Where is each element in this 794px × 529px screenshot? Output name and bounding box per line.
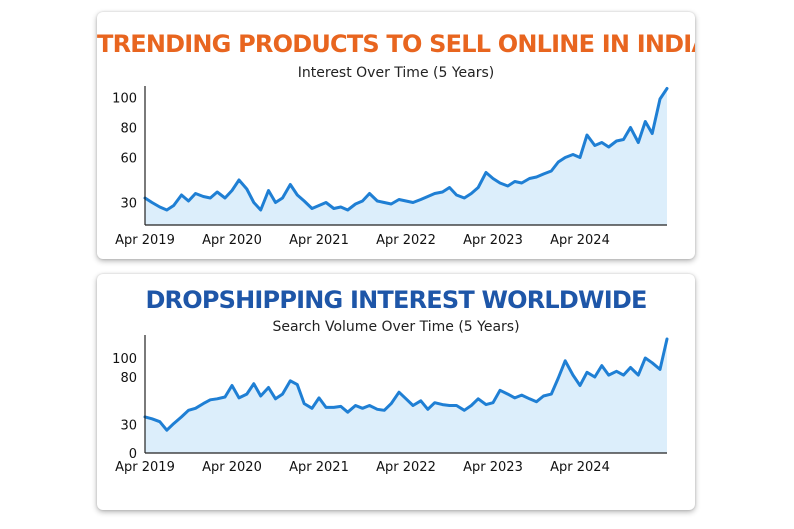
y-tick-label: 30 bbox=[120, 419, 137, 434]
y-tick-label: 60 bbox=[120, 152, 137, 167]
x-tick-label: Apr 2019 bbox=[115, 460, 175, 475]
y-tick-label: 30 bbox=[120, 197, 137, 212]
trending-products-chart-card: TRENDING PRODUCTS TO SELL ONLINE IN INDI… bbox=[97, 12, 695, 259]
dropshipping-interest-area-chart: 0 30 80 100 Apr 2019 Apr 2020 Apr 2021 Apr 202… bbox=[112, 335, 669, 475]
x-tick-label: Apr 2024 bbox=[550, 233, 610, 248]
x-tick-label: Apr 2024 bbox=[550, 460, 610, 475]
y-tick-label: 100 bbox=[112, 352, 137, 367]
y-tick-label: 100 bbox=[112, 92, 137, 107]
series-line bbox=[143, 87, 669, 212]
y-axis-labels: 30 60 80 100 bbox=[112, 92, 137, 212]
x-tick-label: Apr 2020 bbox=[202, 460, 262, 475]
series-area-fill bbox=[145, 339, 667, 453]
x-tick-label: Apr 2023 bbox=[463, 460, 523, 475]
y-tick-label: 80 bbox=[120, 122, 137, 137]
x-tick-label: Apr 2022 bbox=[376, 460, 436, 475]
series-line bbox=[143, 337, 669, 432]
x-tick-label: Apr 2019 bbox=[115, 233, 175, 248]
chart-title: TRENDING PRODUCTS TO SELL ONLINE IN INDI… bbox=[97, 30, 695, 58]
y-tick-label: 0 bbox=[129, 447, 137, 462]
x-tick-label: Apr 2022 bbox=[376, 233, 436, 248]
chart-subtitle: Interest Over Time (5 Years) bbox=[297, 65, 495, 81]
y-axis-labels: 0 30 80 100 bbox=[112, 352, 137, 462]
y-tick-label: 80 bbox=[120, 371, 137, 386]
x-tick-label: Apr 2020 bbox=[202, 233, 262, 248]
x-tick-label: Apr 2021 bbox=[289, 460, 349, 475]
x-tick-label: Apr 2023 bbox=[463, 233, 523, 248]
dropshipping-interest-chart-card: DROPSHIPPING INTEREST WORLDWIDE Search V… bbox=[97, 274, 695, 510]
x-tick-label: Apr 2021 bbox=[289, 233, 349, 248]
x-axis-labels: Apr 2019 Apr 2020 Apr 2021 Apr 2022 Apr 2023… bbox=[115, 233, 610, 248]
chart-title: DROPSHIPPING INTEREST WORLDWIDE bbox=[145, 286, 647, 314]
x-axis-labels: Apr 2019 Apr 2020 Apr 2021 Apr 2022 Apr 2023… bbox=[115, 460, 610, 475]
series-area-fill bbox=[145, 88, 667, 225]
chart-subtitle: Search Volume Over Time (5 Years) bbox=[272, 319, 520, 335]
